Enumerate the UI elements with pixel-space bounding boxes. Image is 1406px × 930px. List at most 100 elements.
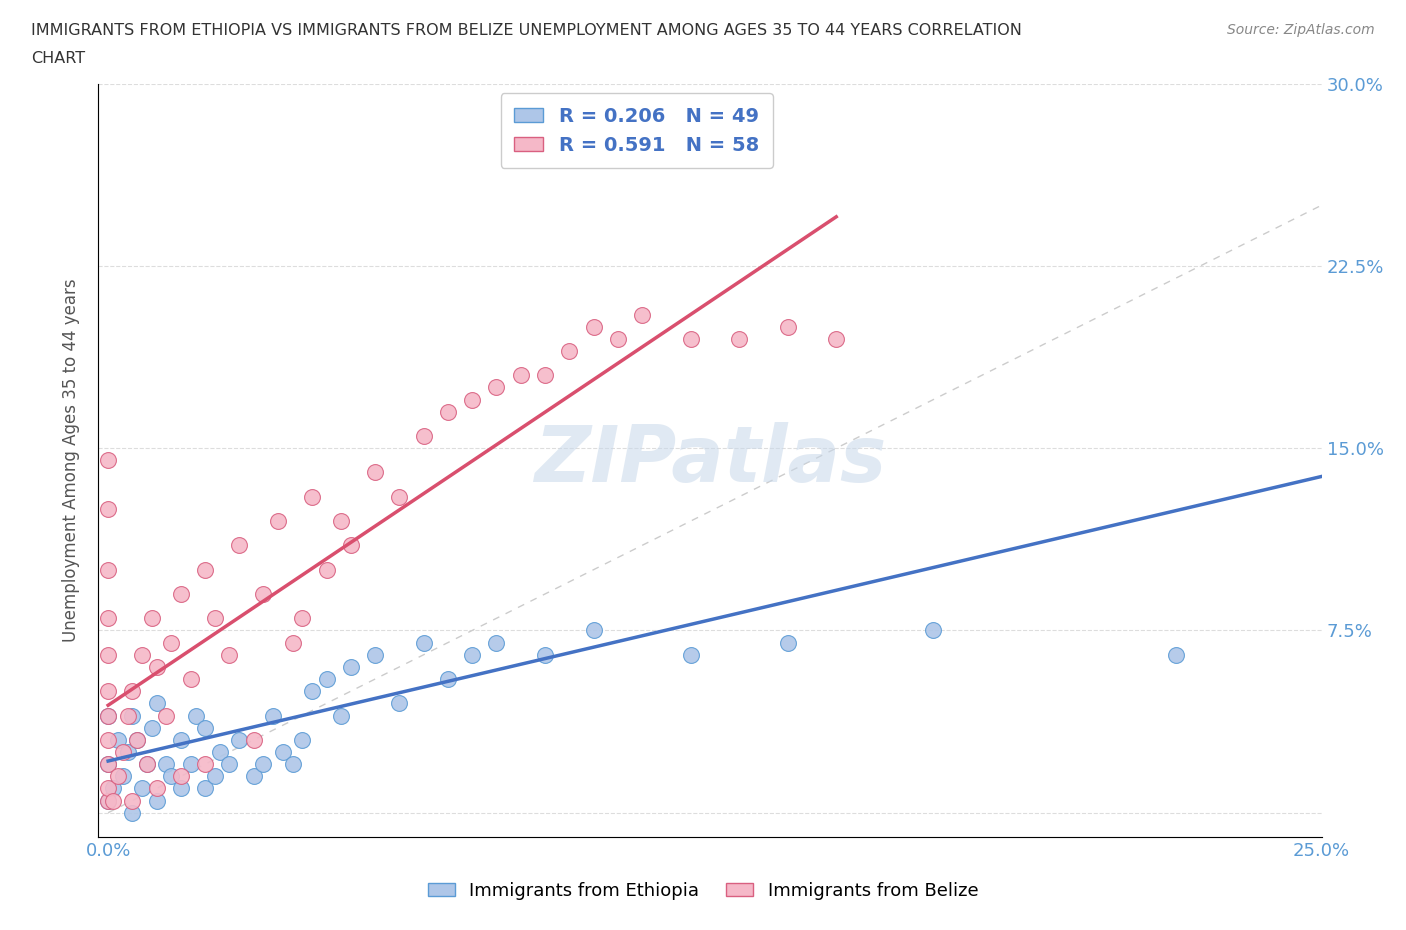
Point xyxy=(364,465,387,480)
Point xyxy=(534,647,557,662)
Text: Source: ZipAtlas.com: Source: ZipAtlas.com xyxy=(1227,23,1375,37)
Point xyxy=(160,769,183,784)
Point xyxy=(141,720,163,735)
Point xyxy=(228,538,250,552)
Y-axis label: Unemployment Among Ages 35 to 44 years: Unemployment Among Ages 35 to 44 years xyxy=(62,279,80,642)
Point xyxy=(301,489,323,504)
Point xyxy=(97,708,120,723)
Point xyxy=(97,453,120,468)
Point xyxy=(107,732,129,747)
Point xyxy=(97,757,120,772)
Point xyxy=(121,793,143,808)
Point xyxy=(509,368,531,383)
Point xyxy=(631,307,654,322)
Point xyxy=(117,745,139,760)
Point xyxy=(558,343,581,358)
Point xyxy=(291,732,314,747)
Point xyxy=(281,757,304,772)
Point xyxy=(218,647,240,662)
Legend: Immigrants from Ethiopia, Immigrants from Belize: Immigrants from Ethiopia, Immigrants fro… xyxy=(420,874,986,907)
Point xyxy=(117,708,139,723)
Point xyxy=(340,538,363,552)
Point xyxy=(131,781,153,796)
Point xyxy=(101,793,124,808)
Point xyxy=(218,757,240,772)
Text: CHART: CHART xyxy=(31,51,84,66)
Point xyxy=(267,513,290,528)
Point xyxy=(242,732,264,747)
Point xyxy=(170,781,193,796)
Point xyxy=(121,805,143,820)
Point xyxy=(170,769,193,784)
Point xyxy=(242,769,264,784)
Point xyxy=(155,757,177,772)
Text: IMMIGRANTS FROM ETHIOPIA VS IMMIGRANTS FROM BELIZE UNEMPLOYMENT AMONG AGES 35 TO: IMMIGRANTS FROM ETHIOPIA VS IMMIGRANTS F… xyxy=(31,23,1022,38)
Point xyxy=(97,781,120,796)
Point xyxy=(97,684,120,698)
Point xyxy=(111,745,134,760)
Point xyxy=(145,659,167,674)
Point xyxy=(388,489,411,504)
Point xyxy=(340,659,363,674)
Point xyxy=(728,331,751,346)
Point xyxy=(776,635,799,650)
Point xyxy=(194,781,217,796)
Point xyxy=(1164,647,1187,662)
Point xyxy=(582,319,605,334)
Point xyxy=(301,684,323,698)
Point xyxy=(97,647,120,662)
Point xyxy=(141,611,163,626)
Text: ZIPatlas: ZIPatlas xyxy=(534,422,886,498)
Point xyxy=(180,757,202,772)
Point xyxy=(388,696,411,711)
Point xyxy=(145,781,167,796)
Point xyxy=(262,708,284,723)
Point xyxy=(136,757,159,772)
Point xyxy=(131,647,153,662)
Point xyxy=(252,587,274,602)
Point xyxy=(330,513,353,528)
Point xyxy=(825,331,848,346)
Point xyxy=(204,611,226,626)
Point xyxy=(194,563,217,578)
Point xyxy=(101,781,124,796)
Point xyxy=(160,635,183,650)
Point xyxy=(97,611,120,626)
Point xyxy=(412,635,434,650)
Point xyxy=(97,793,120,808)
Point xyxy=(679,647,702,662)
Point xyxy=(437,405,460,419)
Point xyxy=(121,684,143,698)
Point xyxy=(437,671,460,686)
Point xyxy=(922,623,945,638)
Point xyxy=(315,563,337,578)
Point xyxy=(184,708,207,723)
Point xyxy=(461,647,484,662)
Point xyxy=(97,563,120,578)
Point xyxy=(97,732,120,747)
Legend: R = 0.206   N = 49, R = 0.591   N = 58: R = 0.206 N = 49, R = 0.591 N = 58 xyxy=(501,93,773,168)
Point xyxy=(127,732,149,747)
Point xyxy=(679,331,702,346)
Point xyxy=(155,708,177,723)
Point xyxy=(315,671,337,686)
Point xyxy=(97,757,120,772)
Point xyxy=(121,708,143,723)
Point xyxy=(228,732,250,747)
Point xyxy=(252,757,274,772)
Point xyxy=(208,745,231,760)
Point xyxy=(330,708,353,723)
Point xyxy=(461,392,484,407)
Point xyxy=(582,623,605,638)
Point xyxy=(776,319,799,334)
Point xyxy=(291,611,314,626)
Point xyxy=(271,745,294,760)
Point xyxy=(97,501,120,516)
Point xyxy=(364,647,387,662)
Point xyxy=(145,793,167,808)
Point xyxy=(170,587,193,602)
Point xyxy=(485,635,508,650)
Point xyxy=(412,429,434,444)
Point xyxy=(558,137,581,152)
Point xyxy=(127,732,149,747)
